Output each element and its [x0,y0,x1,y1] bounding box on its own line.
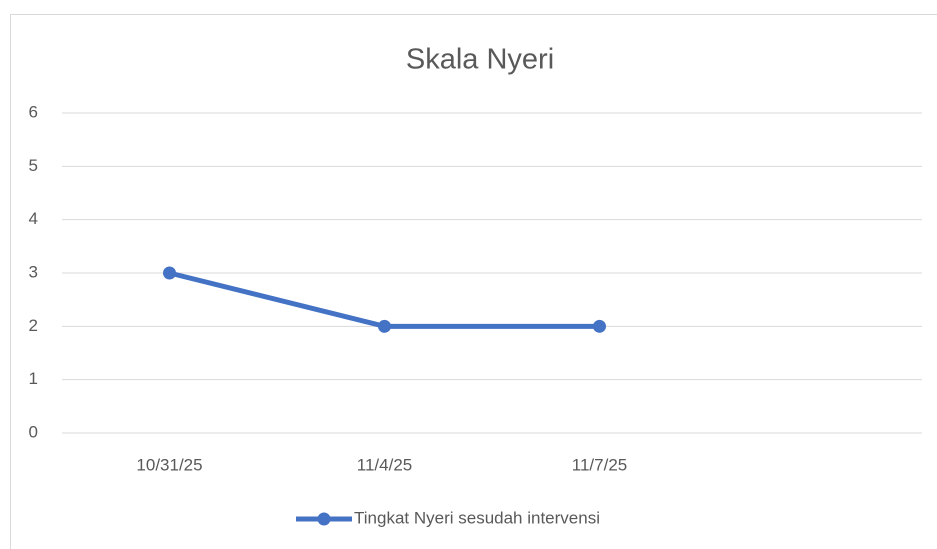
y-tick-label: 3 [29,262,38,281]
chart-title: Skala Nyeri [406,44,554,76]
point [378,319,391,333]
y-tick-label: 6 [29,102,38,121]
point [593,319,606,333]
y-tick-label: 5 [29,156,38,175]
y-tick-label: 0 [29,422,38,441]
x-tick-label: 11/7/25 [572,455,627,474]
legend-label: Tingkat Nyeri sesudah intervensi [354,508,600,527]
chart-frame [10,14,937,549]
point [163,266,176,280]
x-tick-label: 11/4/25 [357,455,412,474]
legend-marker [317,512,331,526]
x-tick-label: 10/31/25 [136,455,202,474]
y-tick-label: 2 [29,316,38,335]
y-tick-label: 1 [29,369,38,388]
y-tick-label: 4 [29,209,38,228]
